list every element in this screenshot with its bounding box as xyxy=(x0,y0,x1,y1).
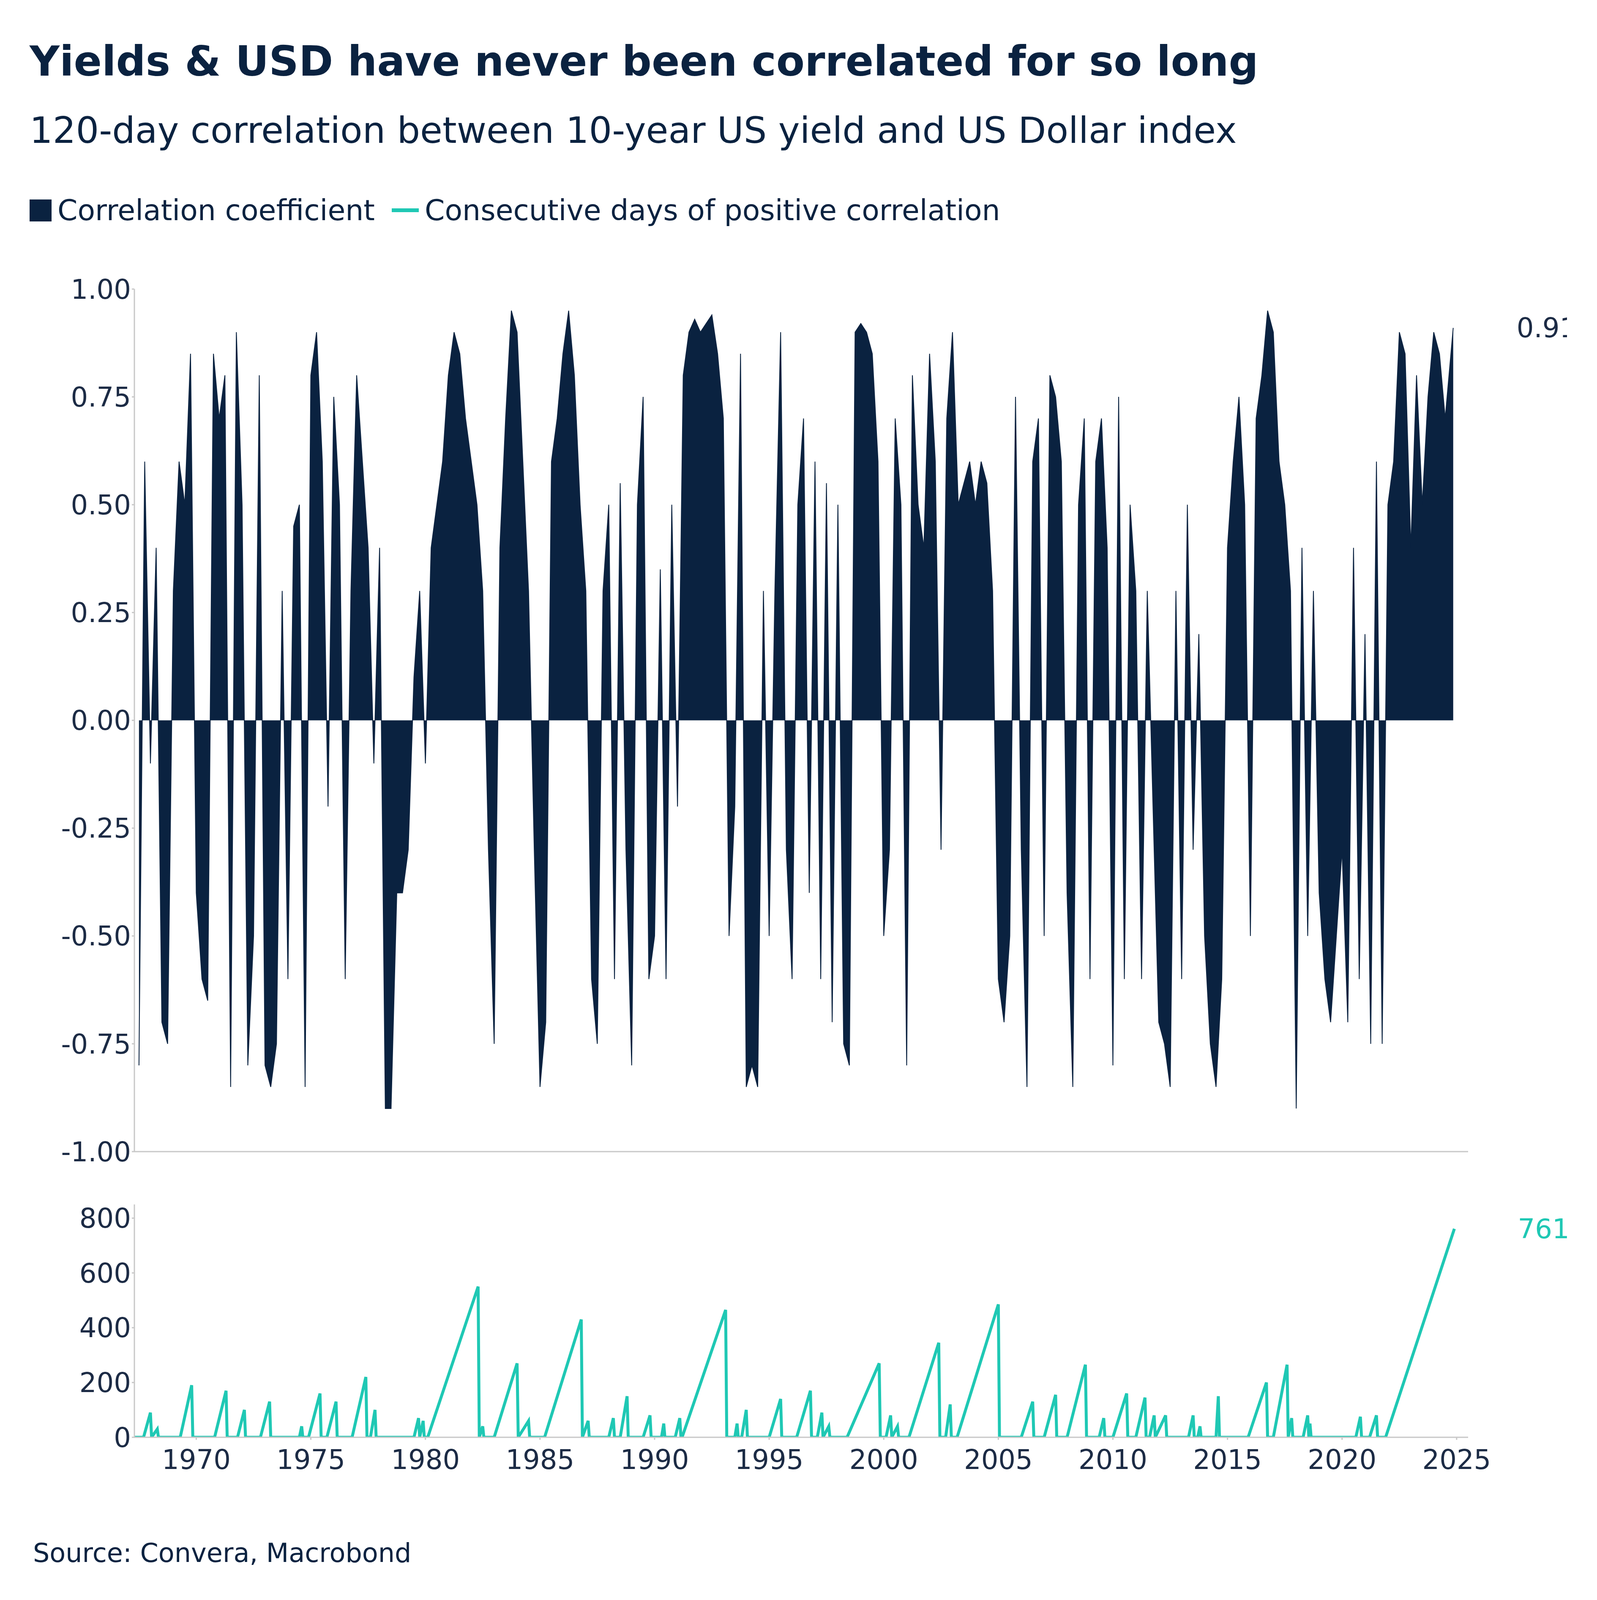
svg-text:2010: 2010 xyxy=(1078,1444,1148,1476)
html-text:Source: Convera, Macrobond: Source: Convera, Macrobond xyxy=(32,1537,412,1569)
svg-text:0: 0 xyxy=(113,1422,132,1454)
svg-text:0.75: 0.75 xyxy=(70,381,132,413)
svg-text:400: 400 xyxy=(79,1312,132,1344)
svg-text:1995: 1995 xyxy=(734,1444,804,1476)
html-text:Yields & USD have never been c: Yields & USD have never been correlated … xyxy=(29,37,1259,86)
svg-text:2020: 2020 xyxy=(1307,1444,1377,1476)
html-text:Correlation coefficient: Correlation coefficient xyxy=(57,193,375,227)
svg-text:0.00: 0.00 xyxy=(70,704,132,737)
html-text:Consecutive days of positive c: Consecutive days of positive correlation xyxy=(424,193,1001,227)
svg-text:2005: 2005 xyxy=(963,1444,1033,1476)
svg-text:600: 600 xyxy=(79,1257,132,1289)
svg-text:1.00: 1.00 xyxy=(70,273,132,306)
svg-text:2000: 2000 xyxy=(849,1444,919,1476)
html-text:120-day correlation between 10: 120-day correlation between 10-year US y… xyxy=(29,109,1237,152)
svg-text:1970: 1970 xyxy=(161,1444,231,1476)
svg-text:0.50: 0.50 xyxy=(70,489,132,521)
svg-text:2015: 2015 xyxy=(1192,1444,1262,1476)
svg-text:1985: 1985 xyxy=(505,1444,575,1476)
svg-text:2025: 2025 xyxy=(1422,1444,1491,1476)
svg-text:-1.00: -1.00 xyxy=(60,1136,132,1168)
svg-text:800: 800 xyxy=(79,1202,132,1234)
svg-text:1980: 1980 xyxy=(390,1444,460,1476)
svg-text:-0.50: -0.50 xyxy=(60,920,132,952)
svg-text:0.25: 0.25 xyxy=(70,597,132,629)
svg-text:1975: 1975 xyxy=(276,1444,346,1476)
svg-text:0.91: 0.91 xyxy=(1516,312,1567,344)
svg-text:761: 761 xyxy=(1517,1213,1567,1245)
svg-text:200: 200 xyxy=(79,1367,132,1399)
svg-text:1990: 1990 xyxy=(620,1444,690,1476)
svg-text:-0.25: -0.25 xyxy=(60,812,132,844)
svg-text:-0.75: -0.75 xyxy=(60,1028,132,1060)
